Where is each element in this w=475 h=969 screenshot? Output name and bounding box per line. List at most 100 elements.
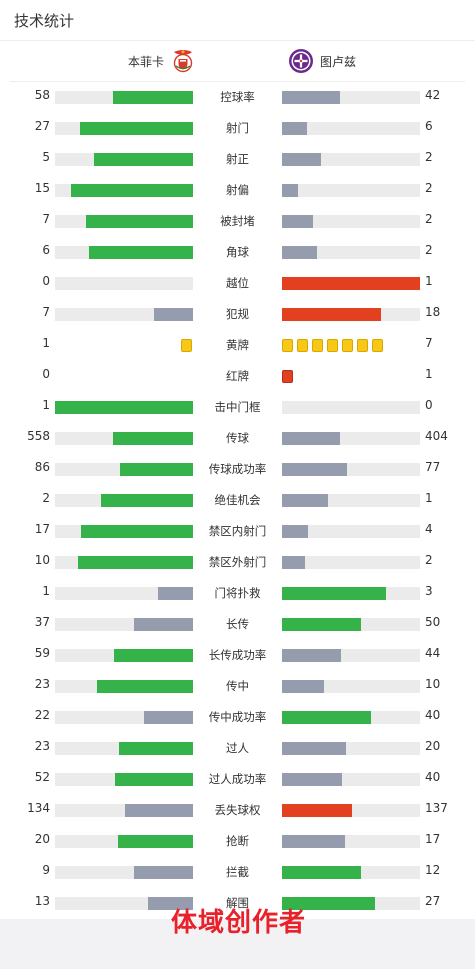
away-bar-fill xyxy=(282,618,361,631)
home-bar-track xyxy=(55,153,193,166)
stat-row-clearances: 13 解围 27 xyxy=(0,888,475,919)
header-divider xyxy=(10,81,465,82)
home-bar-fill xyxy=(71,184,193,197)
home-bar-track xyxy=(55,618,193,631)
away-yellow-cards-icons xyxy=(282,339,420,352)
away-value: 4 xyxy=(425,522,433,536)
away-value: 7 xyxy=(425,336,433,350)
home-bar-track xyxy=(55,308,193,321)
away-bar-track xyxy=(282,835,420,848)
yellow-card-icon xyxy=(297,339,308,352)
away-value: 2 xyxy=(425,181,433,195)
home-value: 52 xyxy=(34,770,50,784)
home-value: 9 xyxy=(42,863,50,877)
home-value: 23 xyxy=(34,739,50,753)
home-bar-track xyxy=(55,525,193,538)
stat-label: 射门 xyxy=(226,121,249,135)
away-value: 42 xyxy=(425,88,441,102)
away-bar-fill xyxy=(282,773,342,786)
away-value: 2 xyxy=(425,150,433,164)
home-value: 37 xyxy=(34,615,50,629)
home-bar-fill xyxy=(134,866,193,879)
away-value: 44 xyxy=(425,646,441,660)
away-value: 12 xyxy=(425,863,441,877)
stat-row-long-balls: 37 长传 50 xyxy=(0,609,475,640)
stat-label: 控球率 xyxy=(220,90,255,104)
away-bar-fill xyxy=(282,897,375,910)
away-bar-fill xyxy=(282,866,361,879)
away-bar-fill xyxy=(282,91,340,104)
away-bar-track xyxy=(282,215,420,228)
home-value: 6 xyxy=(42,243,50,257)
home-bar-fill xyxy=(89,246,193,259)
away-value: 0 xyxy=(425,398,433,412)
home-bar-track xyxy=(55,742,193,755)
away-bar-track xyxy=(282,432,420,445)
away-value: 40 xyxy=(425,770,441,784)
away-value: 137 xyxy=(425,801,448,815)
stats-card: 技术统计 本菲卡 图卢兹 58 控球率 42 27 射门 6 5 射正 2 15 射偏 2 7 被封堵 2 6… xyxy=(0,0,475,919)
home-bar-track xyxy=(55,680,193,693)
home-bar-fill xyxy=(81,525,193,538)
stat-label: 过人 xyxy=(226,741,249,755)
stat-row-shots: 27 射门 6 xyxy=(0,113,475,144)
stat-label: 禁区内射门 xyxy=(208,524,267,538)
yellow-card-icon xyxy=(357,339,368,352)
home-bar-fill xyxy=(78,556,193,569)
home-team-header[interactable]: 本菲卡 xyxy=(128,48,196,74)
away-value: 1 xyxy=(425,491,433,505)
away-bar-track xyxy=(282,184,420,197)
stat-row-tackles: 20 抢断 17 xyxy=(0,826,475,857)
away-bar-track xyxy=(282,153,420,166)
stat-label: 传球 xyxy=(226,431,249,445)
away-bar-fill xyxy=(282,153,321,166)
away-bar-track xyxy=(282,122,420,135)
home-yellow-cards-icons xyxy=(55,339,193,352)
stat-row-dribble-success: 52 过人成功率 40 xyxy=(0,764,475,795)
away-value: 77 xyxy=(425,460,441,474)
away-bar-track xyxy=(282,587,420,600)
stat-row-long-ball-accuracy: 59 长传成功率 44 xyxy=(0,640,475,671)
away-bar-track xyxy=(282,680,420,693)
stat-label: 抢断 xyxy=(226,834,249,848)
home-bar-track xyxy=(55,432,193,445)
yellow-card-icon xyxy=(282,339,293,352)
away-bar-track xyxy=(282,897,420,910)
home-bar-fill xyxy=(154,308,193,321)
benfica-crest-icon xyxy=(173,50,193,73)
home-bar-fill xyxy=(115,773,193,786)
home-bar-track xyxy=(55,277,193,290)
away-bar-fill xyxy=(282,525,308,538)
watermark: 体域创作者 xyxy=(171,908,307,938)
home-bar-track xyxy=(55,711,193,724)
home-value: 2 xyxy=(42,491,50,505)
away-bar-fill xyxy=(282,432,340,445)
away-bar-fill xyxy=(282,835,345,848)
home-bar-fill xyxy=(120,463,193,476)
stat-label: 角球 xyxy=(226,245,249,259)
stat-label: 黄牌 xyxy=(226,338,249,352)
away-bar-fill xyxy=(282,742,346,755)
away-bar-fill xyxy=(282,308,381,321)
away-team-header[interactable]: 图卢兹 xyxy=(288,48,356,74)
stat-row-red-cards: 0 红牌 1 xyxy=(0,361,475,392)
home-bar-track xyxy=(55,122,193,135)
away-bar-fill xyxy=(282,215,313,228)
away-bar-fill xyxy=(282,711,371,724)
away-value: 40 xyxy=(425,708,441,722)
stat-row-fouls: 7 犯规 18 xyxy=(0,299,475,330)
stat-label: 红牌 xyxy=(226,369,249,383)
yellow-card-icon xyxy=(372,339,383,352)
home-value: 558 xyxy=(27,429,50,443)
home-bar-track xyxy=(55,587,193,600)
stat-row-possession-lost: 134 丢失球权 137 xyxy=(0,795,475,826)
away-value: 2 xyxy=(425,243,433,257)
home-value: 0 xyxy=(42,367,50,381)
stat-row-corners: 6 角球 2 xyxy=(0,237,475,268)
home-bar-fill xyxy=(101,494,193,507)
toulouse-crest-icon xyxy=(289,49,313,73)
home-value: 0 xyxy=(42,274,50,288)
home-bar-track xyxy=(55,773,193,786)
stat-label: 射偏 xyxy=(226,183,249,197)
stat-label: 被封堵 xyxy=(220,214,255,228)
